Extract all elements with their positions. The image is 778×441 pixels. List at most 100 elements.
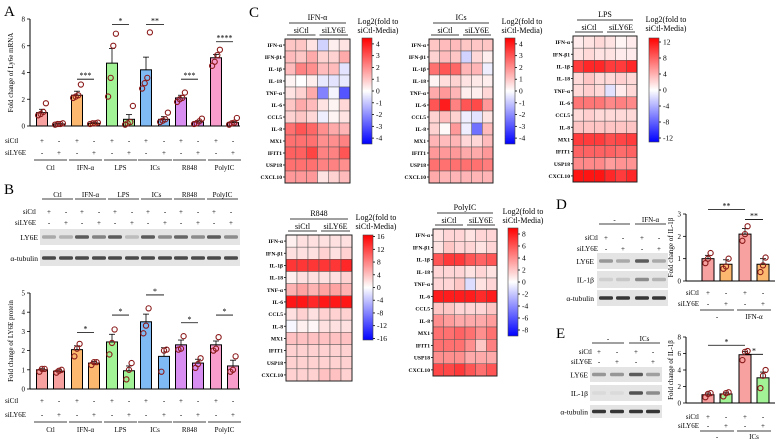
- data-point: [177, 345, 185, 352]
- y-tick-label: 1: [22, 366, 26, 374]
- data-point: [704, 255, 712, 262]
- heatmap-title: LPS: [598, 10, 612, 19]
- heatmap-cell: [583, 133, 595, 146]
- y-tick-label: 8: [678, 334, 682, 342]
- heatmap-cell: [318, 368, 331, 382]
- condition-sign: -: [762, 289, 765, 297]
- data-point: [142, 322, 150, 329]
- condition-sign: +: [761, 422, 765, 430]
- data-point: [58, 366, 65, 373]
- gene-label: IL-6: [271, 103, 282, 109]
- heatmap-cell: [296, 259, 309, 272]
- gene-label: IFN-α: [555, 40, 570, 46]
- gene-label: IL-6: [272, 300, 283, 306]
- heatmap-cell: [318, 295, 331, 309]
- heatmap-cell: [583, 120, 595, 134]
- data-point: [707, 389, 714, 397]
- heatmap-cell: [482, 62, 494, 76]
- blot-group-label: R848: [182, 191, 198, 199]
- heatmap-cell: [317, 38, 329, 52]
- heatmap-cell: [475, 290, 487, 303]
- heatmap-cell: [428, 158, 440, 172]
- heatmap-cell: [296, 271, 309, 284]
- protein-band: [92, 256, 106, 260]
- heatmap-cell: [307, 246, 320, 260]
- heatmap-cell: [572, 169, 584, 183]
- condition-sign: -: [230, 208, 233, 216]
- colorbar-tick-label: -4: [377, 296, 383, 305]
- data-point: [198, 115, 206, 122]
- condition-sign: -: [232, 397, 235, 405]
- condition-sign: -: [114, 219, 117, 227]
- heatmap-cell: [295, 38, 307, 52]
- heatmap-cell: [432, 241, 444, 254]
- y-tick-label: 2: [22, 96, 26, 104]
- heatmap-cell: [454, 339, 466, 352]
- panel-label-e: E: [556, 326, 565, 342]
- heatmap-cell: [318, 332, 331, 345]
- data-point: [77, 81, 85, 88]
- heatmap-cell: [329, 246, 342, 260]
- row-label-sictl: siCtl: [686, 289, 699, 297]
- protein-band: [158, 235, 172, 239]
- gene-label: USP18: [266, 163, 282, 169]
- heatmap-cell: [306, 74, 318, 88]
- protein-band: [629, 409, 643, 414]
- heatmap-cell: [443, 314, 455, 328]
- heatmap-cell: [482, 158, 494, 172]
- heatmap-cell: [296, 344, 309, 357]
- condition-sign: +: [144, 137, 148, 145]
- gene-label: IL-1β: [412, 67, 426, 73]
- data-point: [108, 339, 116, 347]
- y-tick-label: 5: [22, 290, 26, 298]
- data-point: [757, 384, 764, 392]
- heatmap-cell: [594, 72, 606, 85]
- data-point: [73, 345, 81, 352]
- group-label: Ctl: [46, 164, 55, 172]
- y-axis-label: Fold change of Ly6e mRNA: [7, 33, 15, 113]
- condition-sign: -: [598, 358, 601, 366]
- heatmap-cell: [329, 344, 342, 357]
- gene-label: IL-6: [419, 294, 430, 300]
- heatmap-cell: [450, 62, 462, 76]
- data-point: [762, 254, 769, 261]
- blot-membrane: [40, 229, 240, 245]
- heatmap-cell: [338, 86, 351, 100]
- condition-sign: +: [640, 234, 644, 242]
- blot-row-label-sictl: siCtl: [23, 208, 36, 216]
- heatmap-cell: [486, 265, 498, 279]
- subgroup-label: siCtl: [294, 26, 310, 35]
- condition-sign: +: [162, 149, 166, 157]
- heatmap-cell: [475, 314, 487, 328]
- colorbar-tick-label: 1: [376, 75, 380, 84]
- subgroup-label: siCtl: [441, 216, 457, 225]
- colorbar-title: Log2(fold to: [502, 17, 543, 26]
- heatmap-cell: [296, 283, 309, 297]
- heatmap-cell: [443, 265, 455, 279]
- subgroup-label: siLY6E: [465, 26, 489, 35]
- colorbar-tick-label: -4: [663, 102, 669, 111]
- data-point: [762, 366, 769, 374]
- heatmap-cell: [307, 332, 320, 345]
- y-tick-label: 3: [678, 211, 682, 219]
- data-point: [57, 120, 64, 128]
- data-point: [94, 119, 102, 126]
- heatmap-cell: [443, 351, 455, 364]
- data-point: [145, 305, 152, 312]
- blot-membrane: [40, 250, 240, 266]
- heatmap-cell: [307, 283, 320, 297]
- condition-sign: +: [92, 149, 96, 157]
- heatmap-cell: [307, 368, 320, 382]
- data-point: [104, 93, 112, 100]
- heatmap-cell: [454, 277, 466, 291]
- condition-sign: -: [213, 219, 216, 227]
- condition-sign: -: [725, 289, 728, 297]
- significance-label: *: [223, 307, 227, 316]
- heatmap-cell: [583, 72, 595, 85]
- gene-label: IFIT1: [268, 151, 283, 157]
- subgroup-label: siLY6E: [469, 216, 493, 225]
- heatmap-cell: [475, 363, 487, 377]
- heatmap-cell: [295, 170, 307, 184]
- data-point: [757, 268, 764, 276]
- heatmap-cell: [464, 265, 476, 279]
